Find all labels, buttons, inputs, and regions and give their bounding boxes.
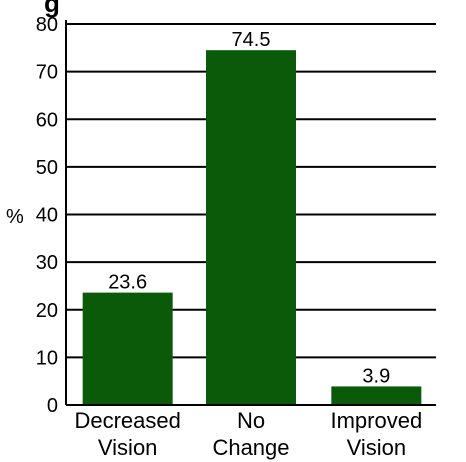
y-tick-label-20: 20 [36,300,58,322]
bar-value-label-2: 3.9 [362,365,390,387]
y-tick-label-30: 30 [36,252,58,274]
y-tick-label-0: 0 [47,395,58,417]
category-label-0-line-1: Vision [98,435,158,460]
axes [65,20,436,406]
y-tick-label-50: 50 [36,157,58,179]
y-tick-labels: 0 10 20 30 40 50 60 70 80 [36,14,58,417]
bar-value-label-1: 74.5 [232,29,271,51]
category-label-1-line-0: No [237,408,265,433]
y-tick-label-70: 70 [36,62,58,84]
y-axis-label: % [6,206,24,228]
y-tick-label-10: 10 [36,347,58,369]
y-tick-label-40: 40 [36,205,58,227]
category-label-2-line-0: Improved [330,408,422,433]
y-tick-label-80: 80 [36,14,58,36]
bar-2 [331,386,422,405]
category-label-1-line-1: Change [212,435,289,460]
category-label-2-line-1: Vision [347,435,407,460]
bar-value-labels: 23.6 74.5 3.9 [108,29,390,387]
category-label-0-line-0: Decreased [74,408,180,433]
bar-0 [82,292,173,405]
bar-value-label-0: 23.6 [108,272,147,294]
bars [82,50,422,405]
y-tick-label-60: 60 [36,109,58,131]
chart-title: g [44,0,60,18]
bar-1 [206,50,296,405]
